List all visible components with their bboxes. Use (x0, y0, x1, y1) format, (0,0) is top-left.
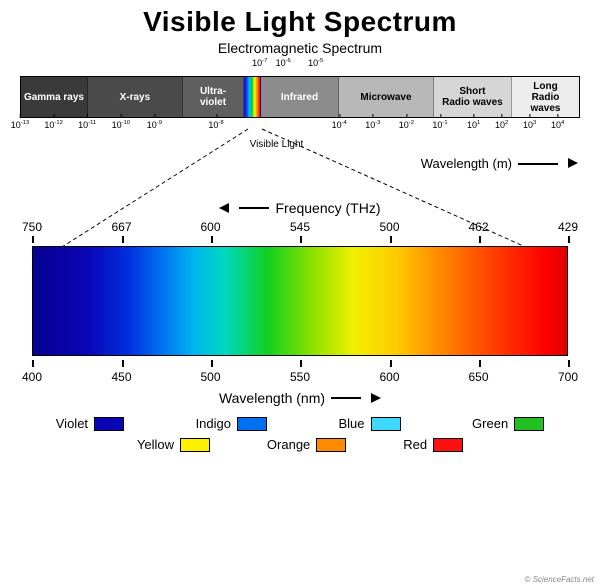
em-top-tick: 10-7 (252, 58, 267, 68)
wavelength-nm-label: Wavelength (nm) (32, 390, 568, 406)
freq-tick: 600 (200, 220, 220, 234)
wl-tick: 550 (290, 370, 310, 384)
em-bottom-ticks: 10-1310-1210-1110-1010-910-810-410-310-2… (20, 120, 580, 138)
legend-swatch (237, 417, 267, 431)
wl-tick: 400 (22, 370, 42, 384)
em-segment: Long Radio waves (512, 77, 579, 117)
em-bottom-tick: 10-4 (332, 120, 347, 130)
em-segment: Gamma rays (21, 77, 88, 117)
legend-label: Violet (56, 416, 88, 431)
em-segment (244, 77, 261, 117)
em-bottom-tick: 10-2 (399, 120, 414, 130)
em-segment: Infrared (261, 77, 339, 117)
legend-label: Yellow (137, 437, 174, 452)
em-top-ticks: 10-7 10-6 10-5 (20, 58, 580, 76)
legend-item: Red (403, 437, 463, 452)
legend-item: Orange (267, 437, 346, 452)
freq-tick: 462 (468, 220, 488, 234)
em-segment: X-rays (88, 77, 183, 117)
em-bar: Gamma raysX-raysUltra- violet InfraredMic… (20, 76, 580, 118)
freq-tick: 429 (558, 220, 578, 234)
frequency-text: Frequency (THz) (275, 200, 380, 216)
em-spectrum: 10-7 10-6 10-5 Gamma raysX-raysUltra- viol… (20, 58, 580, 138)
legend-swatch (371, 417, 401, 431)
legend-swatch (180, 438, 210, 452)
em-bottom-tick: 101 (467, 120, 480, 130)
em-top-tick: 10-6 (276, 58, 291, 68)
legend-item: Violet (56, 416, 124, 431)
em-bottom-tick: 103 (523, 120, 536, 130)
em-bottom-tick: 10-11 (78, 120, 96, 130)
arrow-left-icon (219, 200, 233, 216)
legend-label: Indigo (196, 416, 231, 431)
legend-label: Red (403, 437, 427, 452)
arrow-right-icon (564, 156, 578, 171)
arrow-line (239, 207, 269, 209)
em-subtitle: Electromagnetic Spectrum (0, 40, 600, 56)
em-bottom-tick: 10-1 (432, 120, 447, 130)
freq-tick: 667 (111, 220, 131, 234)
frequency-label: Frequency (THz) (32, 200, 568, 216)
wavelength-m-label: Wavelength (m) (421, 156, 512, 171)
legend-swatch (316, 438, 346, 452)
em-bottom-tick: 10-10 (112, 120, 130, 130)
legend-item: Green (472, 416, 544, 431)
legend-swatch (514, 417, 544, 431)
wl-tick: 600 (379, 370, 399, 384)
arrow-line (331, 397, 361, 399)
legend-item: Indigo (196, 416, 267, 431)
visible-light-label: Visible Light (250, 139, 304, 150)
visible-detail: Frequency (THz) 750667600545500462429 40… (32, 200, 568, 406)
em-bottom-tick: 10-12 (44, 120, 62, 130)
legend-label: Orange (267, 437, 310, 452)
legend-swatch (433, 438, 463, 452)
em-bottom-tick: 10-3 (365, 120, 380, 130)
em-top-tick: 10-5 (308, 58, 323, 68)
wl-tick: 650 (468, 370, 488, 384)
arrow-line (518, 163, 558, 165)
page-title: Visible Light Spectrum (0, 6, 600, 38)
legend-row-1: Violet Indigo Blue Green (20, 416, 580, 431)
legend-item: Yellow (137, 437, 210, 452)
em-bottom-tick: 10-9 (147, 120, 162, 130)
wavelength-nm-text: Wavelength (nm) (219, 390, 325, 406)
wl-tick: 450 (111, 370, 131, 384)
freq-tick: 545 (290, 220, 310, 234)
freq-tick: 750 (22, 220, 42, 234)
legend-row-2: Yellow Orange Red (20, 437, 580, 452)
wl-tick: 500 (200, 370, 220, 384)
em-segment: Microwave (339, 77, 434, 117)
visible-spectrum-bar (32, 246, 568, 356)
em-bottom-tick: 104 (551, 120, 564, 130)
wl-tick: 700 (558, 370, 578, 384)
freq-tick: 500 (379, 220, 399, 234)
legend-swatch (94, 417, 124, 431)
legend-label: Green (472, 416, 508, 431)
em-segment: Short Radio waves (434, 77, 512, 117)
em-bottom-tick: 10-8 (208, 120, 223, 130)
legend-label: Blue (339, 416, 365, 431)
legend-item: Blue (339, 416, 401, 431)
color-legend: Violet Indigo Blue Green Yellow Orange Red (20, 416, 580, 452)
wavelength-nm-ticks: 400450500550600650700 (32, 364, 568, 386)
frequency-ticks: 750667600545500462429 (32, 220, 568, 242)
em-bottom-tick: 102 (495, 120, 508, 130)
em-bottom-tick: 10-13 (11, 120, 29, 130)
arrow-right-icon (367, 390, 381, 406)
wavelength-m-axis: Wavelength (m) (421, 156, 578, 171)
em-segment: Ultra- violet (183, 77, 244, 117)
